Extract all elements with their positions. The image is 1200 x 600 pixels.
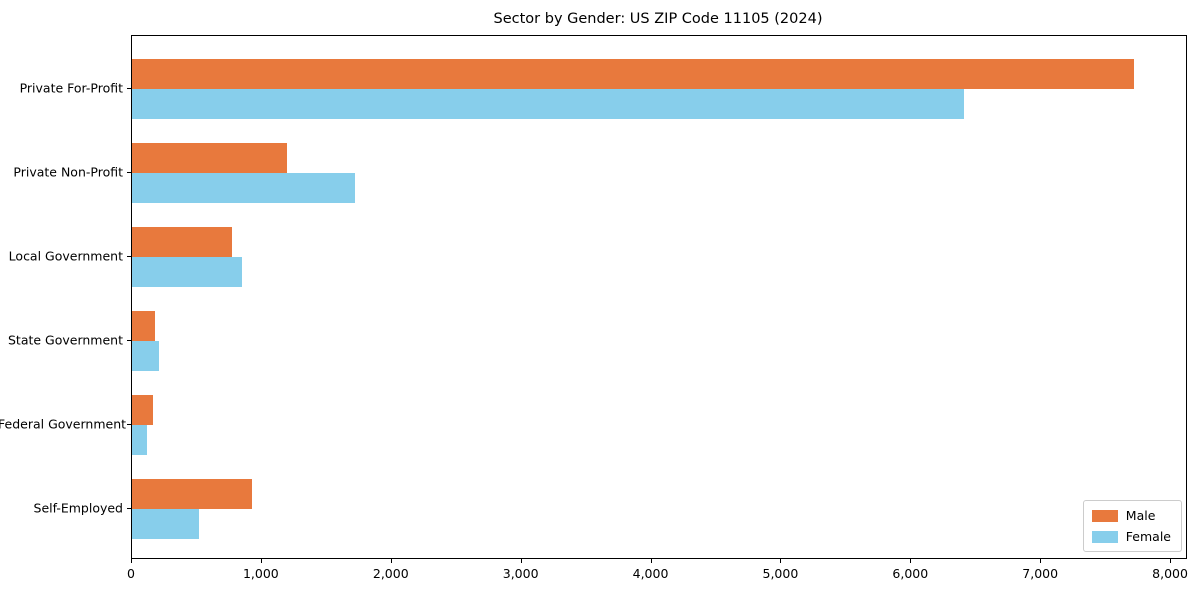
y-tick-label: Federal Government [0, 416, 127, 432]
bar-male-5 [132, 395, 153, 425]
y-tick-label: Private For-Profit [19, 80, 123, 96]
bar-female-2 [132, 173, 355, 203]
x-tick-mark [780, 559, 782, 563]
y-tick-mark [127, 256, 131, 257]
bar-female-6 [132, 509, 199, 539]
bar-male-6 [132, 479, 252, 509]
x-tick-label: 7,000 [1022, 566, 1059, 581]
y-tick-label: State Government [7, 332, 123, 348]
legend: Male Female [1082, 500, 1182, 552]
x-tick-mark [650, 559, 652, 563]
bar-male-2 [132, 143, 287, 173]
x-tick-label: 1,000 [242, 566, 279, 581]
y-tick-mark [127, 88, 131, 89]
bar-female-3 [132, 257, 242, 287]
y-tick-label: Local Government [8, 248, 123, 264]
bar-male-4 [132, 311, 155, 341]
plot-area: Male Female [131, 35, 1187, 559]
x-tick-mark [520, 559, 522, 563]
x-tick-mark [260, 559, 262, 563]
y-tick-mark [127, 508, 131, 509]
y-tick-mark [127, 424, 131, 425]
x-tick-label: 6,000 [892, 566, 929, 581]
x-tick-label: 0 [127, 566, 135, 581]
x-tick-label: 4,000 [632, 566, 669, 581]
x-tick-mark [131, 559, 132, 563]
y-tick-mark [127, 340, 131, 341]
y-tick-mark [127, 172, 131, 173]
legend-label-male: Male [1125, 508, 1156, 523]
legend-item-female: Female [1091, 529, 1171, 544]
chart-title: Sector by Gender: US ZIP Code 11105 (202… [493, 11, 823, 27]
x-tick-label: 5,000 [762, 566, 799, 581]
x-tick-mark [390, 559, 392, 563]
x-tick-mark [1040, 559, 1042, 563]
x-tick-label: 2,000 [372, 566, 409, 581]
bar-male-3 [132, 227, 232, 257]
x-tick-label: 8,000 [1152, 566, 1188, 581]
y-tick-label: Private Non-Profit [13, 164, 123, 180]
bar-female-4 [132, 341, 159, 371]
bar-male-1 [132, 59, 1134, 89]
x-tick-label: 3,000 [502, 566, 539, 581]
x-tick-mark [1170, 559, 1172, 563]
bar-female-1 [132, 89, 964, 119]
x-tick-mark [910, 559, 912, 563]
female-series-swatch [1091, 530, 1118, 543]
legend-item-male: Male [1091, 508, 1171, 523]
bar-female-5 [132, 425, 147, 455]
y-tick-label: Self-Employed [33, 500, 123, 516]
male-series-swatch [1091, 509, 1118, 522]
legend-label-female: Female [1125, 529, 1171, 544]
